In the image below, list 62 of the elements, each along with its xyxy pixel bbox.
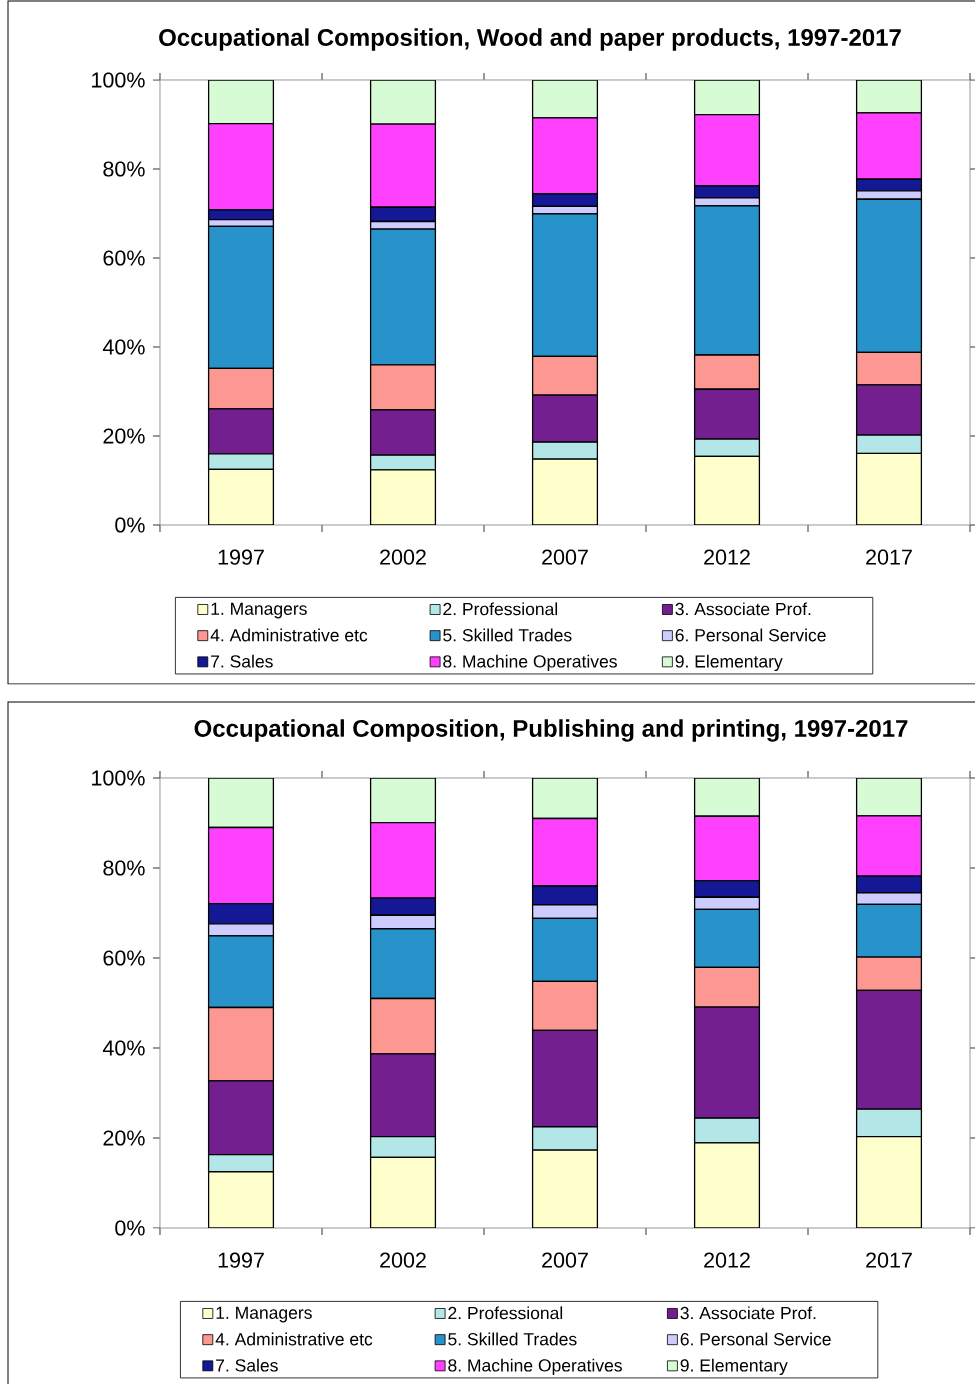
bar	[207, 1171, 275, 1228]
x-tick-label: 2012	[704, 1252, 750, 1268]
y-tick-label: 20%	[103, 1130, 145, 1146]
chart-title: Occupational Composition, Publishing and printing, 1997-2017	[194, 719, 908, 742]
legend-label: 5. Skilled Trades	[443, 628, 572, 642]
y-tick-label: 80%	[103, 860, 145, 876]
legend-label: 6. Personal Service	[675, 628, 826, 642]
bar	[207, 79, 275, 125]
legend-label: 4. Administrative etc	[215, 1332, 373, 1346]
legend-label: 1. Managers	[211, 602, 307, 619]
bar	[531, 778, 599, 820]
bar	[369, 778, 437, 824]
legend-label: 8. Machine Operatives	[448, 1358, 622, 1376]
legend-label: 3. Associate Prof.	[680, 1306, 816, 1320]
y-tick-label: 40%	[102, 1040, 145, 1056]
y-tick-label: 20%	[103, 428, 145, 444]
chart-title: Occupational Composition, Wood and paper products, 1997-2017	[159, 28, 901, 51]
legend-label: 4. Administrative etc	[210, 628, 368, 642]
legend-label: 7. Sales	[211, 654, 273, 668]
legend-label: 3. Associate Prof.	[675, 602, 811, 616]
y-tick-label: 0%	[115, 517, 145, 533]
x-tick-label: 2007	[542, 549, 588, 565]
y-tick-label: 80%	[103, 161, 145, 177]
bar	[531, 79, 599, 119]
bar	[855, 452, 923, 525]
bar	[369, 79, 437, 125]
bar	[855, 778, 923, 817]
legend-label: 9. Elementary	[680, 1358, 788, 1376]
bar	[369, 1156, 437, 1228]
bar	[693, 79, 761, 116]
legend-label: 8. Machine Operatives	[443, 654, 617, 672]
legend-label: 5. Skilled Trades	[448, 1332, 577, 1346]
x-tick-label: 2002	[380, 549, 426, 565]
x-tick-label: 1997	[218, 549, 264, 565]
bar	[531, 1149, 599, 1228]
bar	[207, 468, 275, 525]
x-tick-label: 2012	[704, 549, 750, 565]
legend-label: 9. Elementary	[675, 654, 783, 672]
bar	[693, 778, 761, 817]
bar	[693, 1142, 761, 1228]
legend-label: 1. Managers	[216, 1306, 312, 1323]
x-tick-label: 1997	[218, 1252, 264, 1268]
bar	[531, 458, 599, 525]
y-tick-label: 0%	[115, 1220, 145, 1236]
legend-label: 6. Personal Service	[680, 1332, 831, 1346]
legend-label: 7. Sales	[216, 1358, 278, 1372]
y-tick-label: 60%	[103, 250, 145, 266]
bar	[693, 455, 761, 525]
x-tick-label: 2017	[866, 549, 912, 565]
x-tick-label: 2002	[380, 1252, 426, 1268]
legend-label: 2. Professional	[448, 1306, 563, 1320]
x-tick-label: 2017	[866, 1252, 912, 1268]
bar	[207, 778, 275, 829]
y-tick-label: 100%	[92, 770, 145, 786]
bar	[369, 469, 437, 525]
bar	[855, 79, 923, 114]
y-tick-label: 40%	[102, 339, 145, 355]
x-tick-label: 2007	[542, 1252, 588, 1268]
y-tick-label: 100%	[92, 72, 145, 88]
legend-label: 2. Professional	[443, 602, 558, 616]
y-tick-label: 60%	[103, 950, 145, 966]
bar	[855, 1136, 923, 1228]
